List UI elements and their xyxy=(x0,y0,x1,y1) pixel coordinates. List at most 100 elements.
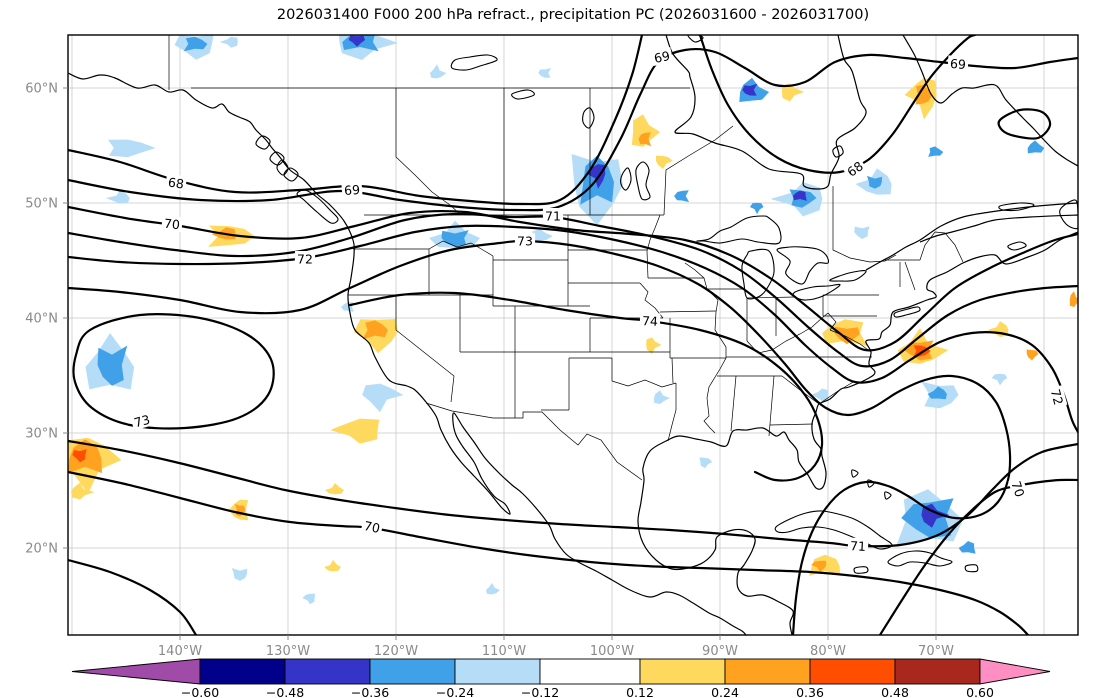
state-border xyxy=(769,423,814,426)
state-border xyxy=(730,375,737,432)
precip-patch xyxy=(430,64,447,79)
contour-label: 70 xyxy=(161,214,183,233)
lake-outline xyxy=(829,270,867,282)
contour-label-mask xyxy=(130,410,154,431)
precip-patch xyxy=(302,593,316,605)
contour-label: 69 xyxy=(341,181,363,198)
x-tick-label: 130°W xyxy=(266,644,310,659)
precip-patch xyxy=(1026,349,1039,361)
precip-patch xyxy=(108,139,156,158)
contour-line-72 xyxy=(68,224,1078,434)
contour-label-mask xyxy=(360,517,384,536)
precip-patch xyxy=(646,337,662,354)
contour-label: 68 xyxy=(842,156,868,181)
precip-patch xyxy=(231,568,248,581)
contour-label-text: 70 xyxy=(163,216,180,233)
plot-title: 2026031400 F000 200 hPa refract., precip… xyxy=(277,7,869,23)
island-outline xyxy=(893,306,921,318)
contour-label: 70 xyxy=(1008,476,1029,501)
axes-frame-and-ticks: 140°W 130°W 120°W 110°W 100°W 90°W 80°W 70°W 60°… xyxy=(25,34,1079,659)
island-outline xyxy=(1059,199,1078,230)
island-outline xyxy=(853,566,869,574)
state-border xyxy=(395,88,462,216)
island-outline xyxy=(276,159,289,176)
precip-patch xyxy=(638,132,652,147)
contour-label-mask xyxy=(947,55,969,72)
colorbar-arrow-left xyxy=(71,658,201,685)
contour-line-69 xyxy=(68,47,1078,212)
contour-label-mask xyxy=(341,181,363,198)
island-outline xyxy=(887,550,953,567)
contour-label: 69 xyxy=(947,55,969,72)
contour-label-text: 74 xyxy=(642,313,659,329)
contour-label: 68 xyxy=(165,173,188,192)
precip-patch xyxy=(362,383,404,413)
contour-label-text: 72 xyxy=(297,252,313,267)
precip-patch xyxy=(330,418,380,444)
state-border xyxy=(646,214,661,279)
state-border xyxy=(832,186,897,263)
y-tick-label: 40°N xyxy=(25,312,58,327)
colorbar-tick-label: −0.12 xyxy=(521,685,559,698)
colorbar-segment xyxy=(199,658,286,685)
x-tick-label: 80°W xyxy=(810,644,846,659)
precip-patch xyxy=(1027,140,1045,154)
x-tick-label: 120°W xyxy=(374,644,418,659)
precip-patch xyxy=(991,373,1008,386)
precip-patch xyxy=(656,155,673,169)
state-border xyxy=(659,310,717,313)
colorbar-segment xyxy=(639,658,726,685)
state-border xyxy=(639,282,664,319)
contour-label-mask xyxy=(542,208,564,223)
contour-label-mask xyxy=(514,233,536,248)
contour-label: 71 xyxy=(847,537,869,554)
colorbar-tick-label: −0.24 xyxy=(436,685,474,698)
precip-patch xyxy=(70,482,95,500)
precip-patch xyxy=(866,175,883,189)
precip-patch xyxy=(97,345,128,386)
contour-label-text: 73 xyxy=(132,412,151,431)
precip-patch xyxy=(699,457,713,469)
precip-patch xyxy=(538,68,551,78)
contour-label-mask xyxy=(294,251,316,266)
contour-label: 70 xyxy=(360,517,384,536)
precip-patch xyxy=(183,36,208,52)
contour-label-text: 73 xyxy=(517,234,533,249)
coastline-path xyxy=(919,214,1078,243)
colorbar-tick-label: 0.48 xyxy=(881,685,909,698)
contour-line-68 xyxy=(68,35,644,206)
contour-line-73 xyxy=(68,239,1012,635)
precip-patch xyxy=(958,541,976,554)
precip-patch xyxy=(219,36,238,48)
island-outline xyxy=(283,167,299,182)
precip-patch xyxy=(810,388,829,402)
contour-label-mask xyxy=(842,156,868,181)
colorbar-segment xyxy=(539,658,641,685)
state-border xyxy=(919,231,964,263)
colorbar-tick-label: 0.60 xyxy=(966,685,994,698)
contour-line-70 xyxy=(68,205,1078,352)
contour-label-text: 69 xyxy=(653,48,672,66)
contour-label-text: 69 xyxy=(950,56,967,72)
lake-outline xyxy=(776,246,830,285)
x-tick-label: 100°W xyxy=(590,644,634,659)
island-outline xyxy=(884,491,892,500)
island-outline xyxy=(998,202,1035,212)
plot-frame xyxy=(67,34,1079,636)
contour-label: 69 xyxy=(650,47,674,66)
state-border xyxy=(663,125,734,216)
precip-patch xyxy=(811,560,827,572)
colorbar-tick-label: 0.12 xyxy=(626,685,654,698)
colorbar-segment xyxy=(724,658,811,685)
precip-patch xyxy=(854,226,870,239)
precip-patch xyxy=(362,320,388,340)
contour-label: 74 xyxy=(639,312,661,329)
island-outline xyxy=(687,35,704,43)
contour-label-text: 70 xyxy=(1008,479,1027,499)
coastline-path xyxy=(637,231,1078,635)
lake-outline xyxy=(450,54,498,71)
contour-label: 73 xyxy=(130,410,154,431)
colorbar-tick-label: −0.36 xyxy=(351,685,389,698)
